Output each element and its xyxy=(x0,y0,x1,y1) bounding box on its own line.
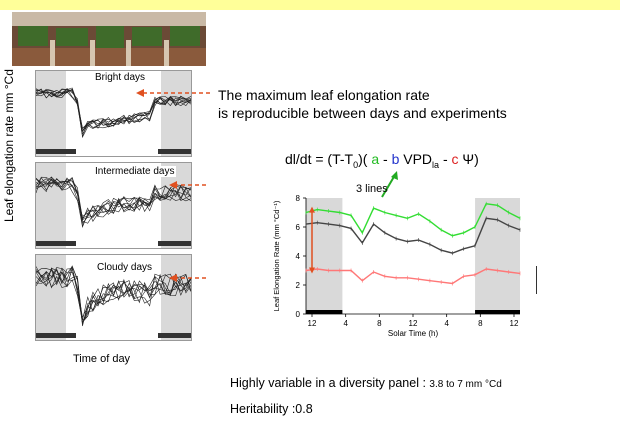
night-shade xyxy=(475,198,520,314)
chart-plot-area: 0 2 4 6 8 12 4 8 12 4 8 12 xyxy=(296,194,521,328)
panel-title: Cloudy days xyxy=(96,262,154,273)
top-banner xyxy=(0,0,620,10)
trace-line xyxy=(35,178,192,220)
y-tick-label: 2 xyxy=(296,281,301,290)
callout-arrow xyxy=(381,174,396,198)
series-line-1 xyxy=(305,203,521,237)
series-line-2 xyxy=(305,217,521,254)
night-bar xyxy=(36,241,76,246)
trace-line xyxy=(35,266,192,319)
x-tick-label: 8 xyxy=(377,319,382,328)
note-line-2: is reproducible between days and experim… xyxy=(218,105,507,121)
heritability-text: Heritability :0.8 xyxy=(230,402,313,416)
night-bar xyxy=(475,310,520,314)
x-tick-label: 4 xyxy=(444,319,449,328)
x-tick-label: 4 xyxy=(343,319,348,328)
variability-main: Highly variable in a diversity panel : xyxy=(230,376,430,390)
arrow-head xyxy=(309,206,315,213)
y-tick-label: 8 xyxy=(296,194,301,203)
night-bar xyxy=(306,310,343,314)
x-tick-label: 12 xyxy=(409,319,418,328)
arrow-head xyxy=(391,171,398,180)
chart-y-label: Leaf Elongation Rate (mm °Cd⁻¹) xyxy=(272,200,281,311)
x-tick-label: 12 xyxy=(308,319,317,328)
trace-line xyxy=(35,267,192,324)
panel-bright-days: Bright days xyxy=(35,70,192,157)
trace-line xyxy=(35,180,192,218)
variability-text: Highly variable in a diversity panel : 3… xyxy=(230,376,502,390)
callout-label: 3 lines xyxy=(356,183,388,195)
formula-part: - xyxy=(379,151,392,167)
series-line-3 xyxy=(305,268,521,285)
trace-line xyxy=(35,88,192,139)
coef-c: c xyxy=(451,151,459,167)
x-tick-label: 8 xyxy=(478,319,483,328)
formula-part: - xyxy=(439,151,452,167)
elongation-chart: 0 2 4 6 8 12 4 8 12 4 8 12 Solar Time (h) Leaf Elonga… xyxy=(270,190,532,340)
chart-x-label: Solar Time (h) xyxy=(388,329,439,338)
x-tick-label: 12 xyxy=(510,319,519,328)
trace-line xyxy=(35,88,192,132)
night-bar xyxy=(36,149,76,154)
panel-title: Bright days xyxy=(94,72,147,83)
arrow-head xyxy=(309,267,315,274)
night-bar xyxy=(36,333,76,338)
formula-part: VPD xyxy=(399,151,433,167)
note-line-1: The maximum leaf elongation rate xyxy=(218,87,430,103)
trace-line xyxy=(35,178,192,228)
arrow-head xyxy=(169,181,177,189)
panel-title: Intermediate days xyxy=(94,166,176,177)
trace-line xyxy=(35,89,192,133)
formula-sub: la xyxy=(432,159,440,170)
arrow-head xyxy=(136,89,144,97)
trace-line xyxy=(35,265,192,325)
formula-part: dl/dt = (T-T xyxy=(285,151,354,167)
night-shade xyxy=(161,163,191,248)
y-tick-label: 6 xyxy=(296,223,301,232)
trace-line xyxy=(35,266,192,324)
arrow-head xyxy=(169,274,177,282)
formula-sub: 0 xyxy=(353,159,359,170)
trace-line xyxy=(35,88,192,135)
formula-part: Ψ) xyxy=(458,151,479,167)
variability-range: 3.8 to 7 mm °Cd xyxy=(429,379,502,390)
night-shade xyxy=(161,71,191,156)
night-bar xyxy=(158,241,191,246)
night-bar xyxy=(158,149,191,154)
trace-line xyxy=(35,176,192,219)
panel-intermediate-days: Intermediate days xyxy=(35,162,192,249)
greenhouse-photo xyxy=(12,12,206,66)
night-shade xyxy=(36,71,66,156)
growth-formula: dl/dt = (T-T0)( a - b VPDla - c Ψ) xyxy=(285,151,479,170)
night-bar xyxy=(158,333,191,338)
y-tick-label: 4 xyxy=(296,252,301,261)
coef-a: a xyxy=(371,151,380,167)
coef-b: b xyxy=(391,151,400,167)
panel-cloudy-days: Cloudy days xyxy=(35,254,192,341)
y-tick-label: 0 xyxy=(296,310,301,319)
x-axis-label: Time of day xyxy=(73,353,131,365)
trace-line xyxy=(35,267,192,321)
divider-line xyxy=(536,266,537,294)
night-shade xyxy=(161,255,191,340)
daily-panels: Bright days Intermediate days Cloudy day… xyxy=(35,70,192,355)
formula-part: )( xyxy=(358,151,372,167)
